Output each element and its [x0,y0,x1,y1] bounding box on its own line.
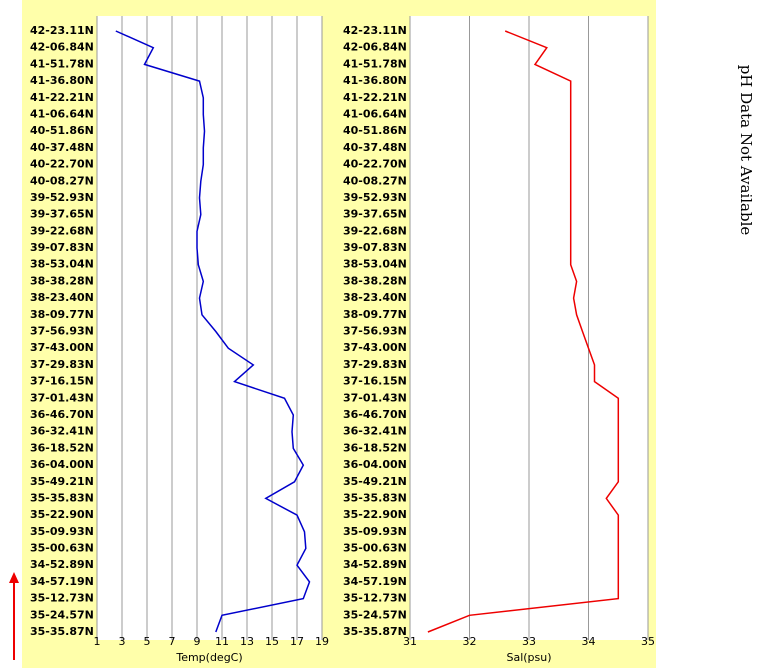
y-tick-label: 35-35.87N [343,625,407,638]
y-tick-label: 35-00.63N [30,542,94,555]
y-tick-label: 37-56.93N [30,325,94,338]
y-tick-label: 36-32.41N [30,425,94,438]
y-tick-label: 41-51.78N [343,57,407,70]
y-tick-label: 40-08.27N [343,174,407,187]
x-tick-label: 9 [194,635,201,648]
y-tick-label: 42-06.84N [30,41,94,54]
x-tick-label: 15 [265,635,279,648]
y-tick-label: 35-49.21N [30,475,94,488]
x-tick-label: 3 [119,635,126,648]
x-axis-label: Temp(degC) [175,651,242,664]
x-tick-label: 35 [641,635,655,648]
y-tick-label: 35-24.57N [30,608,94,621]
x-tick-label: 13 [240,635,254,648]
x-axis-label: Sal(psu) [506,651,551,664]
y-tick-label: 35-35.83N [30,491,94,504]
y-tick-label: 35-12.73N [343,592,407,605]
y-tick-label: 35-49.21N [343,475,407,488]
note: pH Data Not Available [737,65,755,236]
y-tick-label: 39-07.83N [343,241,407,254]
arrow-head [9,572,19,583]
y-tick-label: 34-52.89N [30,558,94,571]
y-tick-label: 42-23.11N [343,24,407,37]
y-tick-label: 39-37.65N [343,208,407,221]
y-tick-label: 36-32.41N [343,425,407,438]
y-tick-label: 34-57.19N [30,575,94,588]
y-tick-label: 41-22.21N [30,91,94,104]
y-tick-label: 41-51.78N [30,57,94,70]
y-tick-label: 40-51.86N [343,124,407,137]
y-tick-label: 40-22.70N [30,158,94,171]
y-tick-label: 38-23.40N [343,291,407,304]
y-tick-label: 39-07.83N [30,241,94,254]
y-tick-label: 37-56.93N [343,325,407,338]
y-tick-label: 37-16.15N [343,375,407,388]
y-tick-label: 39-22.68N [343,224,407,237]
y-tick-label: 40-22.70N [343,158,407,171]
y-tick-label: 35-35.87N [30,625,94,638]
x-tick-label: 31 [403,635,417,648]
y-tick-label: 36-18.52N [343,441,407,454]
y-tick-label: 35-09.93N [343,525,407,538]
y-tick-label: 37-29.83N [30,358,94,371]
y-tick-label: 41-06.64N [343,107,407,120]
data-line [427,30,620,633]
y-tick-label: 40-08.27N [30,174,94,187]
y-tick-label: 39-37.65N [30,208,94,221]
x-tick-label: 1 [94,635,101,648]
x-tick-label: 11 [215,635,229,648]
y-tick-label: 41-06.64N [30,107,94,120]
y-tick-label: 35-22.90N [30,508,94,521]
y-tick-label: 35-00.63N [343,542,407,555]
y-tick-label: 38-09.77N [343,308,407,321]
y-tick-label: 39-52.93N [343,191,407,204]
y-tick-label: 35-35.83N [343,491,407,504]
y-tick-label: 38-09.77N [30,308,94,321]
x-tick-label: 19 [315,635,329,648]
y-tick-label: 35-22.90N [343,508,407,521]
y-tick-label: 38-53.04N [343,258,407,271]
y-tick-label: 37-43.00N [30,341,94,354]
y-tick-label: 38-23.40N [30,291,94,304]
data-line [115,30,311,633]
y-tick-label: 36-04.00N [30,458,94,471]
x-tick-label: 5 [144,635,151,648]
y-tick-label: 37-29.83N [343,358,407,371]
y-tick-label: 40-51.86N [30,124,94,137]
y-tick-label: 37-01.43N [30,391,94,404]
y-tick-label: 36-46.70N [343,408,407,421]
y-tick-label: 38-53.04N [30,258,94,271]
y-tick-label: 39-52.93N [30,191,94,204]
x-tick-label: 32 [463,635,477,648]
y-tick-label: 39-22.68N [30,224,94,237]
x-tick-label: 34 [582,635,596,648]
y-tick-label: 41-36.80N [30,74,94,87]
y-tick-label: 34-52.89N [343,558,407,571]
y-tick-label: 36-18.52N [30,441,94,454]
y-tick-label: 37-16.15N [30,375,94,388]
y-tick-label: 35-09.93N [30,525,94,538]
y-tick-label: 42-06.84N [343,41,407,54]
y-tick-label: 38-38.28N [30,274,94,287]
y-tick-label: 41-22.21N [343,91,407,104]
y-tick-label: 42-23.11N [30,24,94,37]
y-tick-label: 36-46.70N [30,408,94,421]
y-tick-label: 35-24.57N [343,608,407,621]
y-tick-label: 34-57.19N [343,575,407,588]
y-tick-label: 37-43.00N [343,341,407,354]
y-tick-label: 41-36.80N [343,74,407,87]
y-tick-label: 38-38.28N [343,274,407,287]
y-tick-label: 40-37.48N [343,141,407,154]
x-tick-label: 17 [290,635,304,648]
x-tick-label: 7 [169,635,176,648]
y-tick-label: 37-01.43N [343,391,407,404]
y-tick-label: 40-37.48N [30,141,94,154]
y-tick-label: 36-04.00N [343,458,407,471]
y-tick-label: 35-12.73N [30,592,94,605]
plot-area [97,16,322,640]
x-tick-label: 33 [522,635,536,648]
